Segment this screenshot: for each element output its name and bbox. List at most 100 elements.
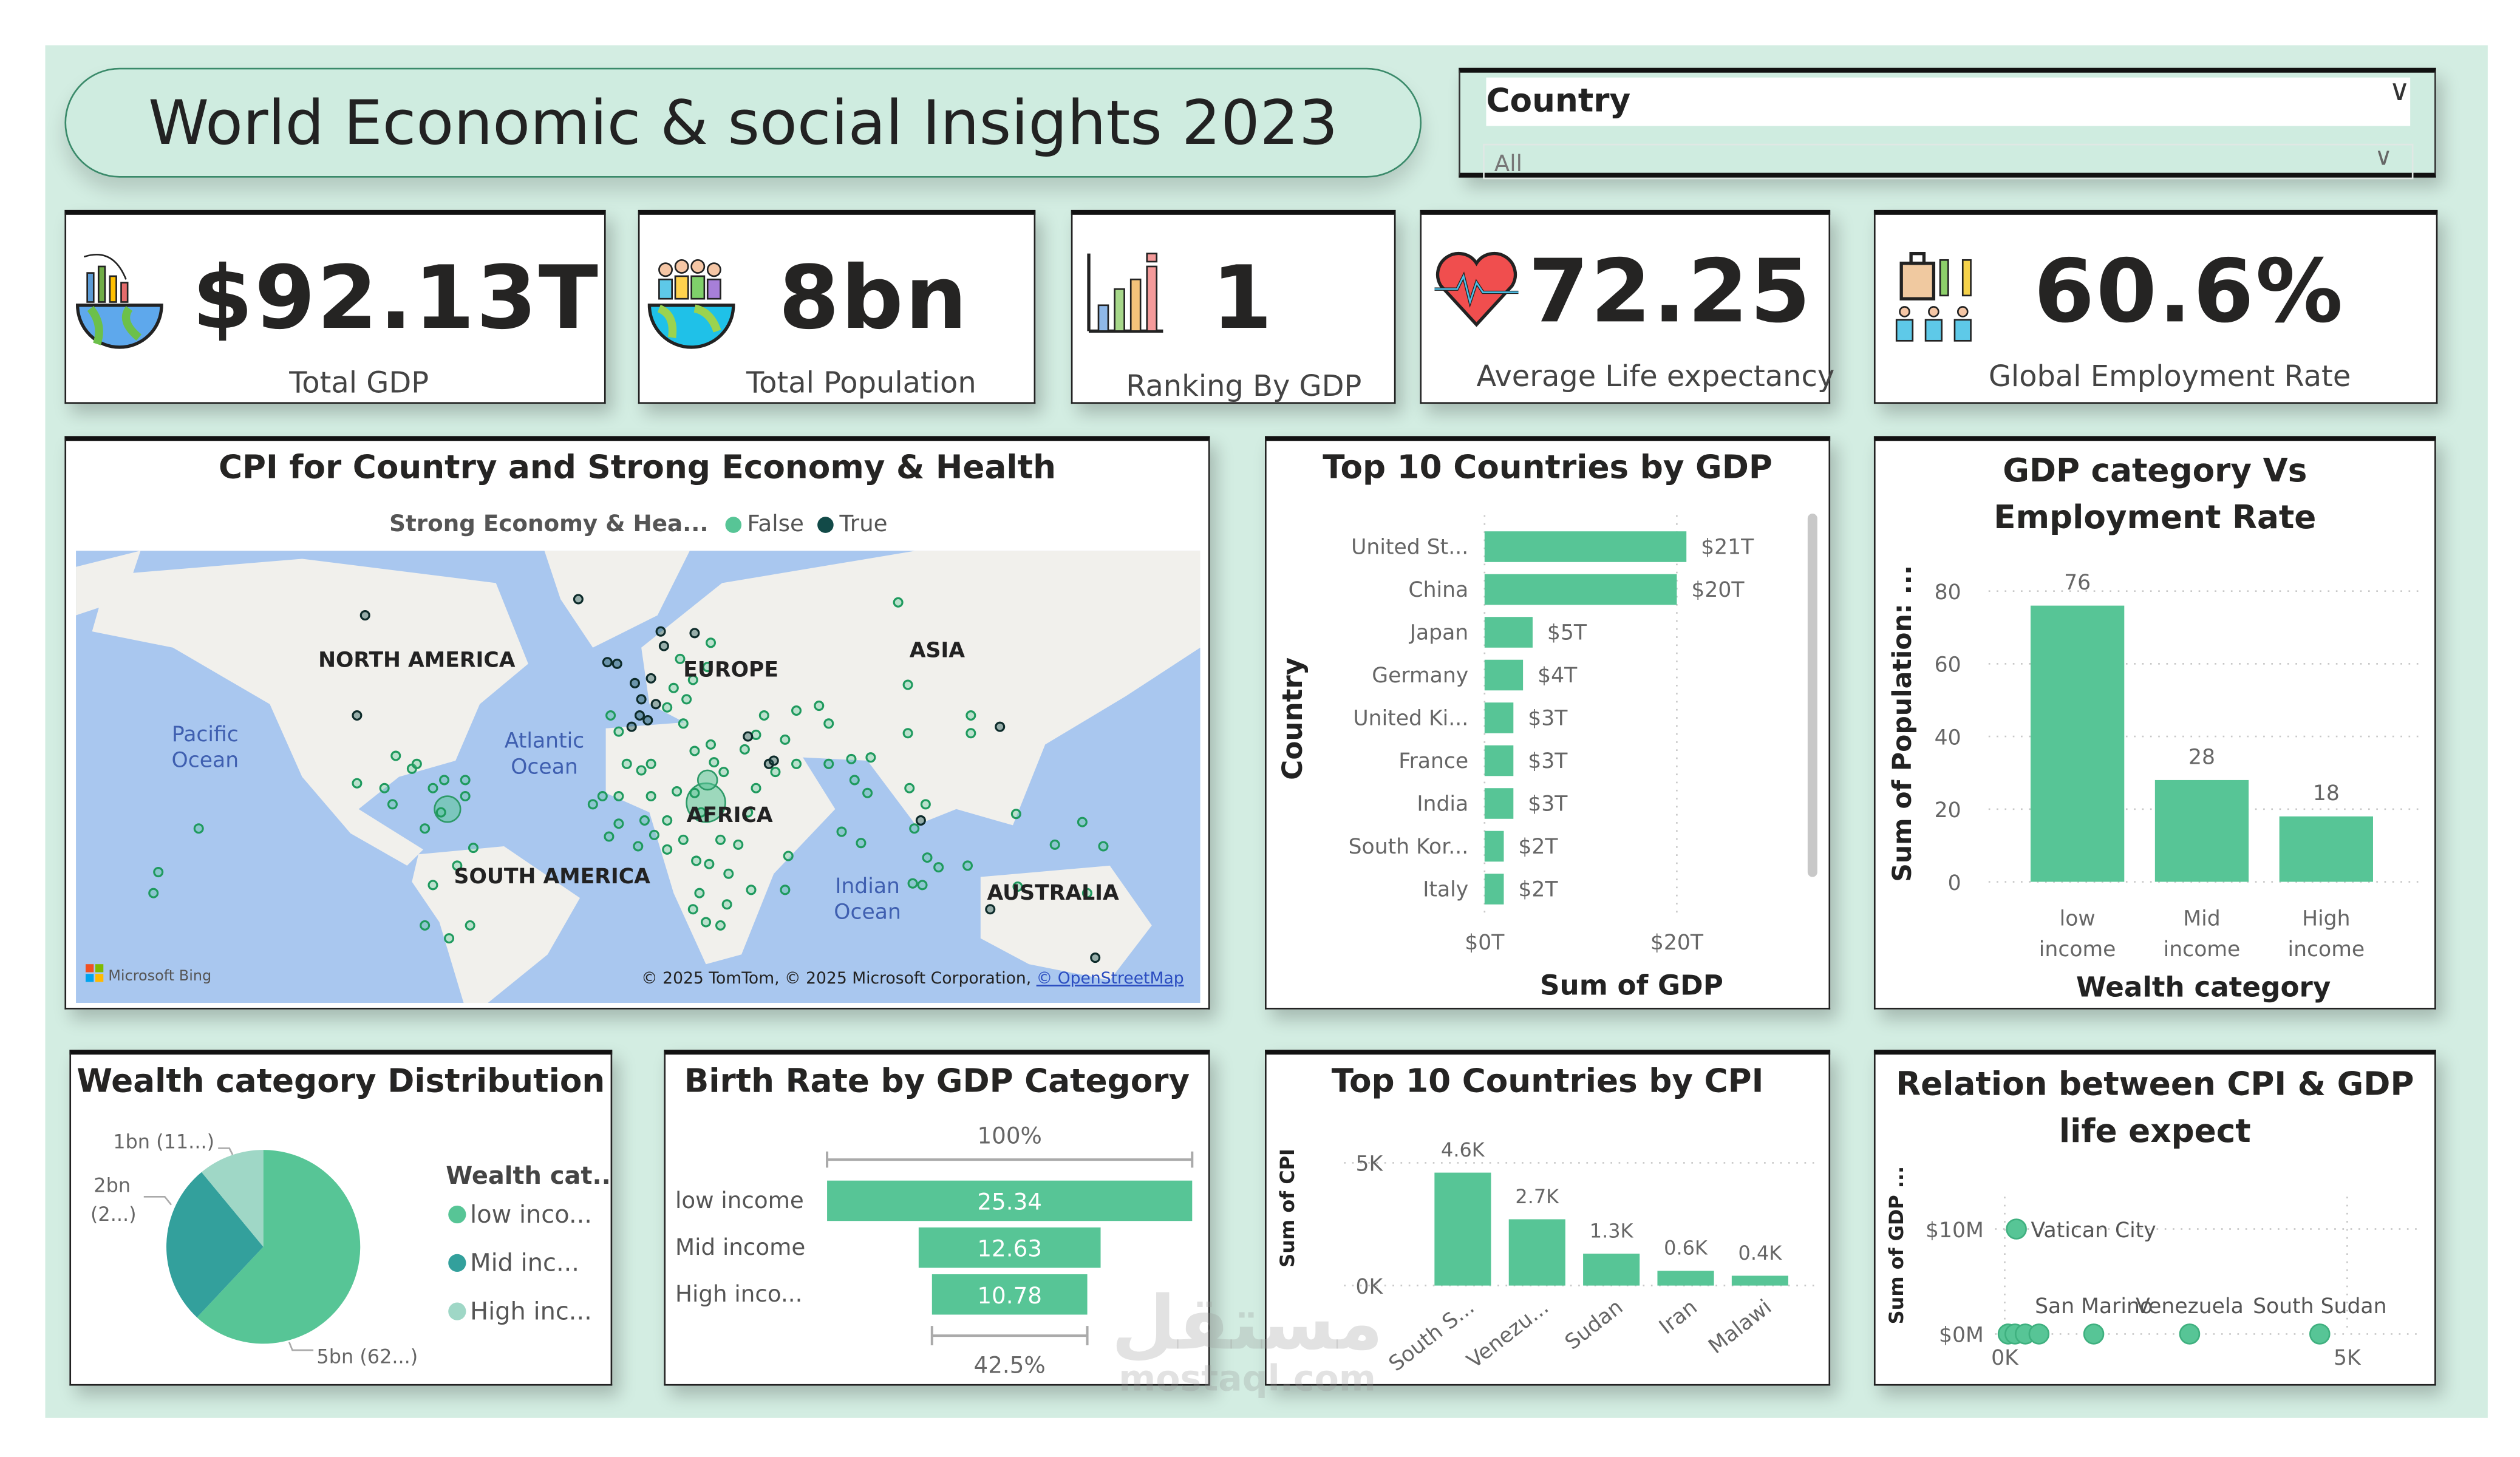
map-point-false[interactable] xyxy=(743,807,754,818)
map-point-false[interactable] xyxy=(701,917,712,928)
map-point-true[interactable] xyxy=(645,673,656,684)
scatter-point[interactable] xyxy=(2179,1323,2201,1345)
map-point-false[interactable] xyxy=(678,718,689,729)
map-point-false[interactable] xyxy=(662,844,673,855)
map-point-false[interactable] xyxy=(702,662,713,673)
map-point-true[interactable] xyxy=(1090,953,1101,963)
map-point-false[interactable] xyxy=(435,807,446,818)
map-point-true[interactable] xyxy=(359,610,370,621)
map-point-false[interactable] xyxy=(933,862,944,873)
map-point-false[interactable] xyxy=(862,787,873,798)
map-point-false[interactable] xyxy=(636,765,647,776)
map-point-false[interactable] xyxy=(836,826,847,837)
map-point-false[interactable] xyxy=(904,783,915,793)
map-point-false[interactable] xyxy=(662,702,673,713)
map-point-true[interactable] xyxy=(768,755,779,766)
bar[interactable] xyxy=(1484,574,1677,605)
map-point-false[interactable] xyxy=(604,831,615,842)
map-point-false[interactable] xyxy=(613,726,624,737)
map-point-false[interactable] xyxy=(823,758,834,769)
map-point-false[interactable] xyxy=(706,739,717,750)
map-point-false[interactable] xyxy=(689,745,700,756)
map-point-false[interactable] xyxy=(965,728,976,739)
map-point-false[interactable] xyxy=(465,920,475,931)
map-point-false[interactable] xyxy=(1077,817,1088,827)
map-point-false[interactable] xyxy=(907,878,918,889)
map-point-false[interactable] xyxy=(1010,809,1021,820)
bar[interactable] xyxy=(1484,830,1504,862)
map-point-false[interactable] xyxy=(823,718,834,729)
legend-true-label[interactable]: True xyxy=(839,512,888,538)
bar[interactable] xyxy=(1508,1219,1565,1286)
map-point-false[interactable] xyxy=(846,753,857,764)
map-point-false[interactable] xyxy=(352,778,363,789)
map-point-false[interactable] xyxy=(687,674,698,685)
map-point-false[interactable] xyxy=(639,815,650,826)
scatter-point[interactable] xyxy=(2309,1323,2331,1345)
bar[interactable] xyxy=(1484,659,1524,691)
chevron-down-icon[interactable]: ∨ xyxy=(2374,142,2392,171)
map-point-false[interactable] xyxy=(709,757,720,768)
map-point-true[interactable] xyxy=(636,694,647,705)
map-point-false[interactable] xyxy=(917,880,928,891)
world-map[interactable]: NORTH AMERICA EUROPE ASIA AFRICA SOUTH A… xyxy=(76,551,1200,1004)
map-point-false[interactable] xyxy=(387,799,398,810)
pie-slice[interactable] xyxy=(197,1150,361,1344)
openstreetmap-link[interactable]: © OpenStreetMap xyxy=(1037,969,1184,988)
map-point-false[interactable] xyxy=(780,885,791,895)
map-point-false[interactable] xyxy=(460,775,471,786)
map-point-true[interactable] xyxy=(995,721,1006,732)
map-point-false[interactable] xyxy=(902,679,913,690)
map-point-large[interactable] xyxy=(696,769,718,791)
map-point-false[interactable] xyxy=(460,791,471,802)
wealth-pie[interactable]: 5bn (62...) 2bn (2...) 1bn (11...) Wealth ca… xyxy=(71,1055,611,1385)
legend-item[interactable]: low inco... xyxy=(470,1201,592,1229)
scrollbar[interactable] xyxy=(1807,513,1817,877)
map-point-false[interactable] xyxy=(758,710,769,721)
slicer-header[interactable]: Country ∨ xyxy=(1486,74,2411,126)
map-point-false[interactable] xyxy=(715,834,726,845)
map-point-true[interactable] xyxy=(689,628,700,639)
bar[interactable] xyxy=(1484,531,1687,562)
map-point-false[interactable] xyxy=(704,858,715,869)
map-point-false[interactable] xyxy=(452,860,463,871)
map-point-true[interactable] xyxy=(629,678,641,688)
bar[interactable] xyxy=(2154,779,2249,882)
map-point-false[interactable] xyxy=(148,888,159,898)
map-point-false[interactable] xyxy=(668,682,679,693)
map-point-false[interactable] xyxy=(687,904,698,915)
bar[interactable] xyxy=(2279,816,2373,882)
map-point-false[interactable] xyxy=(1012,881,1023,892)
scatter-point[interactable] xyxy=(2083,1323,2105,1345)
map-point-false[interactable] xyxy=(721,899,732,910)
top10-cpi-plot[interactable]: 0K 5K 4.6K South S... 2.7K Venezu... 1.3K Sudan… xyxy=(1267,1055,1829,1385)
map-point-false[interactable] xyxy=(791,758,802,769)
map-point-false[interactable] xyxy=(379,783,390,793)
map-point-false[interactable] xyxy=(411,758,422,769)
funnel-bar[interactable] xyxy=(918,1227,1101,1268)
funnel-bar[interactable] xyxy=(827,1180,1193,1221)
funnel-bar[interactable] xyxy=(931,1274,1088,1315)
map-point-false[interactable] xyxy=(675,653,686,664)
map-point-false[interactable] xyxy=(420,823,431,834)
map-point-false[interactable] xyxy=(746,885,757,895)
map-point-false[interactable] xyxy=(751,729,761,740)
map-point-true[interactable] xyxy=(602,657,613,668)
map-point-false[interactable] xyxy=(780,734,791,745)
map-point-false[interactable] xyxy=(751,783,761,793)
bar[interactable] xyxy=(1484,874,1504,905)
map-point-false[interactable] xyxy=(633,841,644,852)
map-point-true[interactable] xyxy=(642,715,653,726)
map-point-false[interactable] xyxy=(694,888,705,898)
map-point-true[interactable] xyxy=(634,710,645,721)
gdp-category-plot[interactable]: 0 20 40 60 80 76 low income 28 Mid income 18 High inc… xyxy=(1876,441,2434,1009)
map-points[interactable] xyxy=(148,594,1109,963)
map-point-false[interactable] xyxy=(613,818,624,829)
map-point-false[interactable] xyxy=(723,868,734,879)
cpi-gdp-scatter-plot[interactable]: $0M 0K $10M 5K Vatican City San MarinoVenezue… xyxy=(1876,1055,2434,1385)
country-slicer[interactable]: Country ∨ All ∨ xyxy=(1459,67,2436,180)
bar[interactable] xyxy=(1657,1271,1714,1286)
bar[interactable] xyxy=(1484,617,1533,648)
map-point-true[interactable] xyxy=(352,710,363,721)
bar[interactable] xyxy=(1434,1172,1491,1286)
